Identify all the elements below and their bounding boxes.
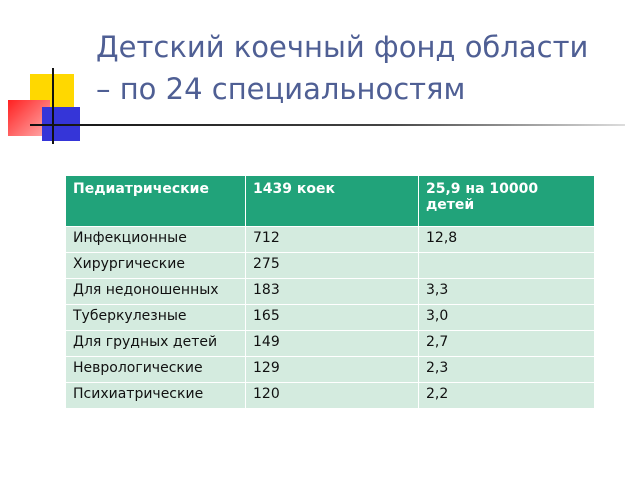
table-cell: 3,3 (418, 278, 595, 305)
table-cell: 12,8 (418, 226, 595, 253)
header-row: Педиатрические 1439 коек 25,9 на 10000 дет… (65, 175, 595, 227)
table-row: Неврологические 129 2,3 (65, 356, 595, 383)
table-row: Психиатрические 120 2,2 (65, 382, 595, 409)
vertical-line (52, 68, 54, 144)
table-cell: 149 (245, 330, 419, 357)
table-cell: Хирургические (65, 252, 246, 279)
table-cell: 712 (245, 226, 419, 253)
table-row: Инфекционные 712 12,8 (65, 226, 595, 253)
title-line: – по 24 специальностям (96, 72, 466, 106)
table-row: Для грудных детей 149 2,7 (65, 330, 595, 357)
table-cell: 120 (245, 382, 419, 409)
table-cell: 183 (245, 278, 419, 305)
horizontal-line (30, 124, 625, 126)
table-cell: Для грудных детей (65, 330, 246, 357)
table-cell: Психиатрические (65, 382, 246, 409)
title-line: Детский коечный фонд области (96, 30, 589, 64)
header-cell: 25,9 на 10000 детей (418, 175, 595, 227)
table-body: Инфекционные 712 12,8 Хирургические 275 Для н… (65, 226, 595, 409)
table-row: Туберкулезные 165 3,0 (65, 304, 595, 331)
table-cell: Неврологические (65, 356, 246, 383)
table-cell: Туберкулезные (65, 304, 246, 331)
table-row: Для недоношенных 183 3,3 (65, 278, 595, 305)
table-cell: Инфекционные (65, 226, 246, 253)
table-cell: 2,7 (418, 330, 595, 357)
table-cell: 275 (245, 252, 419, 279)
table-cell: 129 (245, 356, 419, 383)
table-row: Хирургические 275 (65, 252, 595, 279)
slide-title: Детский коечный фонд области – по 24 спе… (96, 26, 588, 110)
header-cell: 1439 коек (245, 175, 419, 227)
header-cell: Педиатрические (65, 175, 246, 227)
empty-cell (418, 252, 595, 279)
table-cell: 3,0 (418, 304, 595, 331)
table-cell: Для недоношенных (65, 278, 246, 305)
table-cell: 2,3 (418, 356, 595, 383)
table-cell: 165 (245, 304, 419, 331)
data-table: Педиатрические 1439 коек 25,9 на 10000 дет… (65, 175, 595, 409)
table-header: Педиатрические 1439 коек 25,9 на 10000 дет… (65, 175, 595, 227)
table-cell: 2,2 (418, 382, 595, 409)
